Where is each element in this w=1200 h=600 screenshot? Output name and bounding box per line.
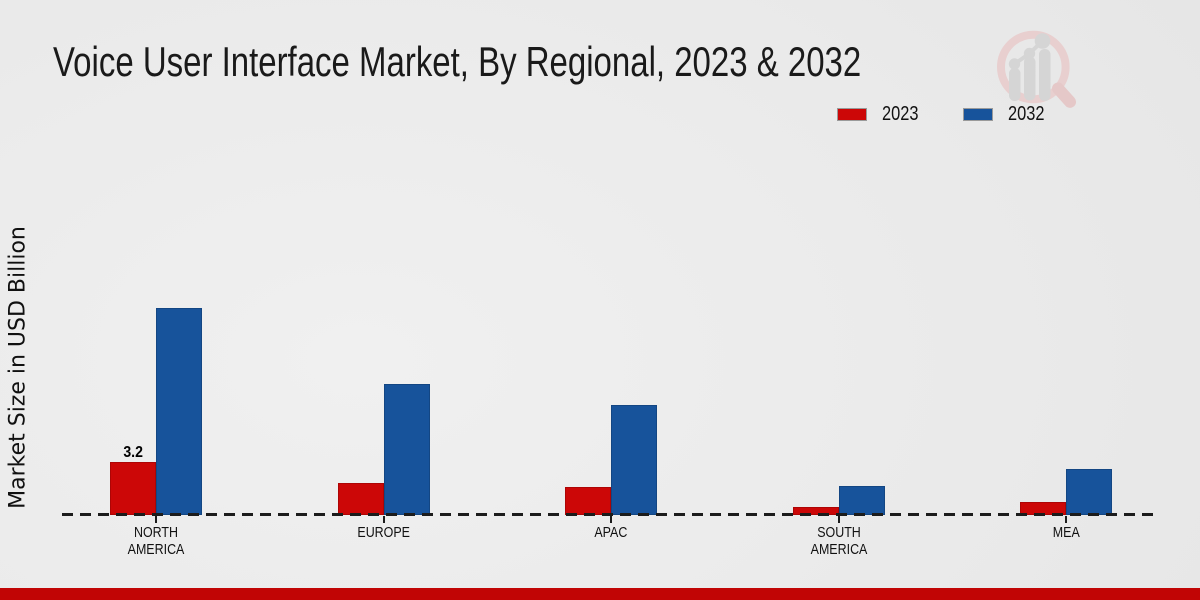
category-label: SOUTH AMERICA (784, 524, 894, 558)
bar-2032-mea (1066, 468, 1112, 515)
bar-value-text: 3.2 (123, 443, 143, 461)
x-axis-tick (837, 516, 840, 523)
x-axis-tick (610, 516, 612, 523)
x-axis-tick (1065, 516, 1067, 523)
bar-2023-south-america (792, 506, 839, 515)
bar-2023-apac (565, 486, 611, 515)
bar-2032-europe (383, 383, 430, 515)
category-label-text: MEA (1052, 524, 1080, 541)
bar-2023-north-america (110, 461, 156, 515)
category-label: APAC (556, 524, 666, 541)
legend-label: 2032 (1007, 103, 1044, 125)
category-label: NORTH AMERICA (101, 524, 211, 558)
bar-2032-north-america (156, 307, 202, 515)
footer-bar (0, 588, 1200, 600)
x-axis-baseline (62, 513, 1158, 516)
category-label: MEA (1011, 524, 1121, 541)
category-label-text: APAC (594, 524, 628, 541)
bar-2023-europe (337, 483, 384, 515)
bar-2032-apac (611, 405, 657, 515)
legend-item-2023: 2023 (837, 103, 927, 126)
category-label-text: EUROPE (357, 524, 410, 541)
bar-2032-south-america (838, 485, 885, 515)
legend-swatch-2023 (837, 108, 867, 121)
x-axis-tick (155, 516, 157, 523)
legend: 2023 2032 (837, 103, 1052, 126)
chart-title: Voice User Interface Market, By Regional… (53, 38, 862, 85)
x-axis-tick (382, 516, 385, 523)
category-label-text: SOUTH AMERICA (810, 524, 867, 558)
legend-item-2032: 2032 (962, 103, 1053, 126)
bar-2023-mea (1020, 501, 1066, 515)
legend-swatch-2032 (962, 108, 993, 121)
watermark-logo (995, 28, 1095, 110)
category-label: EUROPE (329, 524, 439, 541)
category-label-text: NORTH AMERICA (127, 524, 185, 558)
bar-value-label: 3.2 (100, 444, 166, 462)
legend-label: 2023 (882, 103, 919, 125)
